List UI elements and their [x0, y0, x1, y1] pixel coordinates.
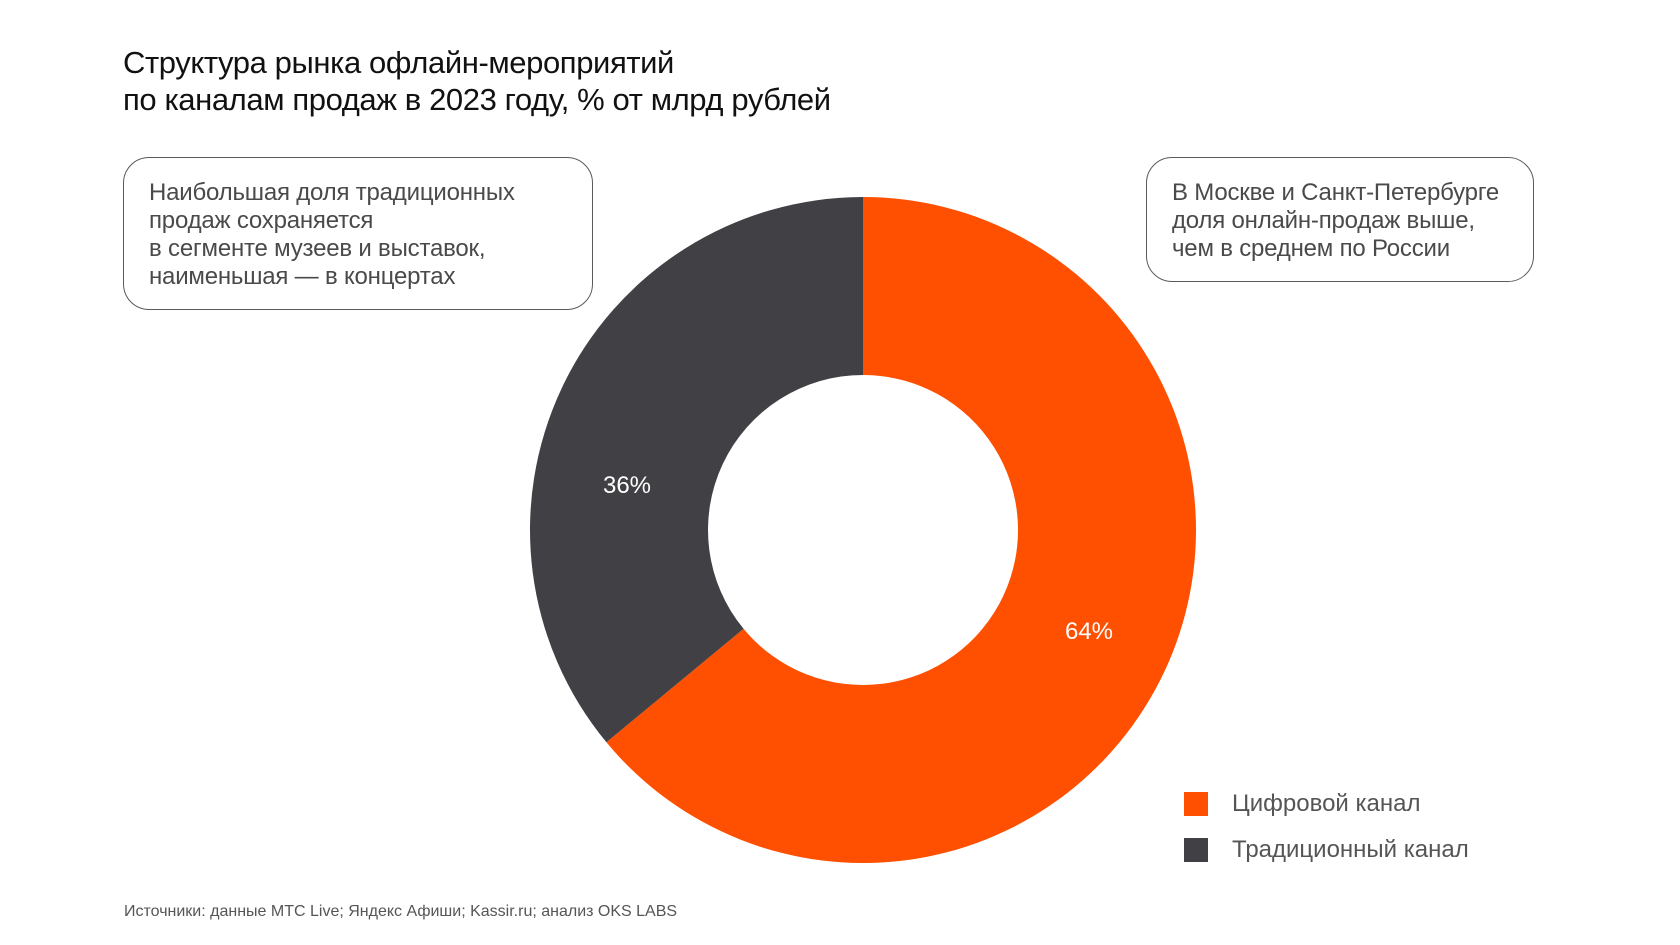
callout-left-line: в сегменте музеев и выставок,	[149, 235, 486, 262]
callout-traditional-share: Наибольшая доля традиционных продаж сохр…	[123, 157, 593, 310]
chart-title-line-2: по каналам продаж в 2023 году, % от млрд…	[123, 82, 831, 117]
slice-digital	[606, 197, 1197, 864]
callout-left-line: продаж сохраняется	[149, 207, 374, 234]
callout-right-line: чем в среднем по России	[1172, 235, 1450, 262]
slice-label-digital: 64%	[1065, 618, 1113, 645]
slice-traditional	[530, 197, 863, 743]
legend-item-traditional: Традиционный канал	[1184, 836, 1469, 863]
legend-swatch-digital	[1184, 792, 1208, 816]
source-note: Источники: данные МТС Live; Яндекс Афиши…	[124, 903, 678, 920]
legend-label-traditional: Традиционный канал	[1232, 836, 1469, 863]
donut-labels: 64% 36%	[603, 472, 1113, 645]
donut-slices	[530, 197, 1197, 864]
callout-left-line: наименьшая — в концертах	[149, 263, 456, 290]
callout-right-line: В Москве и Санкт-Петербурге	[1172, 179, 1500, 206]
legend-swatch-traditional	[1184, 838, 1208, 862]
callout-right-line: доля онлайн-продаж выше,	[1172, 207, 1475, 234]
legend-item-digital: Цифровой канал	[1184, 790, 1421, 817]
legend-label-digital: Цифровой канал	[1232, 790, 1421, 817]
slice-label-traditional: 36%	[603, 472, 651, 499]
callout-moscow-spb: В Москве и Санкт-Петербурге доля онлайн-…	[1146, 157, 1534, 282]
chart-title: Структура рынка офлайн-мероприятий по ка…	[123, 44, 831, 118]
chart-title-line-1: Структура рынка офлайн-мероприятий	[123, 45, 674, 80]
callout-left-line: Наибольшая доля традиционных	[149, 179, 515, 206]
